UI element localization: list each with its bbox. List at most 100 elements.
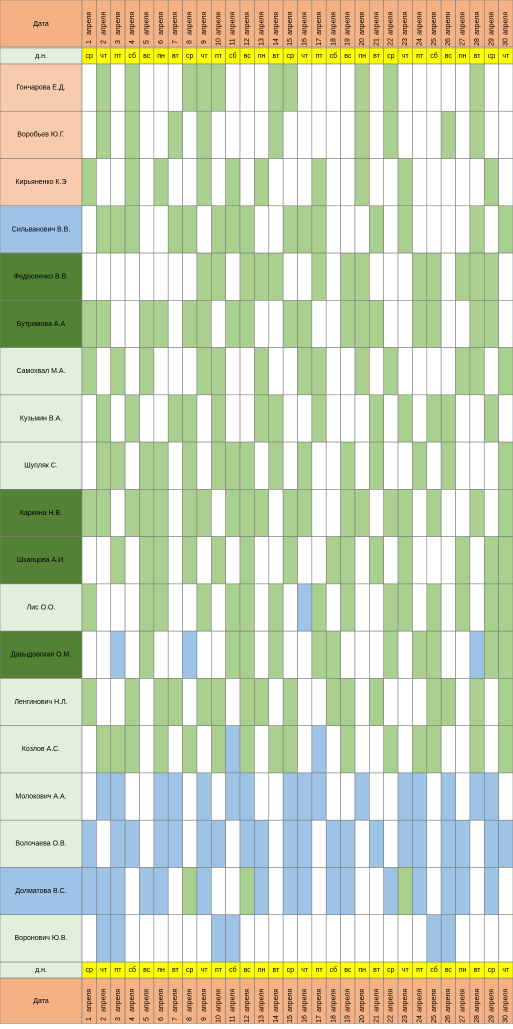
- shift-cell: [96, 110, 112, 159]
- shift-cell: [397, 772, 413, 821]
- shift-cell: [383, 63, 399, 112]
- shift-cell: [469, 867, 485, 916]
- shift-cell: [268, 867, 284, 916]
- shift-cell: [440, 252, 456, 301]
- shift-cell: [139, 914, 155, 963]
- weekday: ср: [387, 967, 395, 974]
- shift-cell: [182, 914, 198, 963]
- shift-cell: [254, 772, 270, 821]
- shift-cell: [369, 489, 385, 537]
- shift-cell: [311, 678, 327, 726]
- shift-cell: [455, 110, 471, 159]
- shift-cell: [211, 536, 226, 585]
- shift-cell: [469, 725, 485, 774]
- shift-cell: [297, 867, 313, 916]
- shift-cell: [96, 300, 112, 348]
- shift-cell: [297, 489, 313, 537]
- employee-name: Самохвал М.А.: [16, 368, 65, 375]
- shift-cell: [225, 725, 241, 774]
- shift-cell: [325, 489, 341, 537]
- employee-name: Сильванович В.В.: [12, 226, 70, 233]
- shift-cell: [440, 914, 456, 963]
- shift-cell: [81, 536, 97, 585]
- shift-cell: [81, 772, 97, 821]
- shift-cell: [254, 63, 270, 112]
- shift-cell: [412, 300, 428, 348]
- day-number: 16: [302, 1015, 309, 1023]
- shift-cell: [211, 110, 226, 159]
- weekday: пн: [358, 53, 366, 60]
- weekday: вт: [273, 53, 281, 60]
- shift-cell: [96, 867, 112, 916]
- shift-cell: [397, 489, 413, 537]
- shift-cell: [211, 489, 226, 537]
- shift-cell: [455, 678, 471, 726]
- shift-cell: [96, 772, 112, 821]
- weekday: сб: [330, 52, 338, 60]
- day-month: апреля: [230, 989, 237, 1012]
- shift-cell: [110, 914, 126, 963]
- day-month: апреля: [474, 12, 481, 35]
- employee-name: Федосеенко В.В.: [14, 274, 68, 281]
- day-number: 27: [460, 38, 467, 46]
- shift-cell: [254, 110, 270, 159]
- shift-cell: [469, 205, 485, 254]
- shift-cell: [268, 583, 284, 632]
- shift-cell: [225, 441, 241, 490]
- shift-cell: [139, 300, 155, 348]
- shift-cell: [397, 205, 413, 254]
- day-number: 23: [402, 1015, 409, 1023]
- shift-cell: [268, 536, 284, 585]
- day-number: 28: [474, 38, 481, 46]
- shift-cell: [282, 63, 298, 112]
- shift-cell: [483, 536, 499, 585]
- shift-cell: [110, 583, 126, 632]
- name-cell: [0, 110, 83, 159]
- shift-cell: [354, 867, 370, 916]
- shift-cell: [311, 725, 327, 774]
- day-month: апреля: [503, 989, 510, 1012]
- shift-cell: [469, 394, 485, 443]
- shift-cell: [268, 300, 284, 348]
- shift-cell: [426, 583, 442, 632]
- shift-cell: [254, 725, 270, 774]
- shift-cell: [196, 441, 212, 490]
- shift-cell: [110, 819, 126, 868]
- shift-cell: [254, 819, 270, 868]
- shift-cell: [110, 536, 126, 585]
- shift-cell: [498, 914, 513, 963]
- shift-cell: [239, 914, 255, 963]
- shift-cell: [440, 300, 456, 348]
- shift-cell: [455, 583, 471, 632]
- shift-cell: [110, 63, 126, 112]
- day-month: апреля: [244, 12, 251, 35]
- shift-cell: [455, 441, 471, 490]
- shift-cell: [182, 725, 198, 774]
- shift-cell: [297, 772, 313, 821]
- shift-cell: [182, 583, 198, 632]
- shift-cell: [498, 725, 513, 774]
- shift-cell: [81, 630, 97, 679]
- shift-cell: [124, 205, 140, 254]
- day-month: апреля: [230, 12, 237, 35]
- day-month: апреля: [373, 989, 380, 1012]
- weekday-label: д.н.: [35, 53, 47, 60]
- shift-cell: [412, 914, 428, 963]
- day-number: 10: [215, 38, 222, 46]
- shift-cell: [211, 867, 226, 916]
- shift-cell: [426, 867, 442, 916]
- shift-cell: [412, 536, 428, 585]
- weekday: пт: [316, 53, 324, 60]
- shift-cell: [297, 347, 313, 396]
- shift-cell: [340, 205, 356, 254]
- shift-cell: [268, 441, 284, 490]
- shift-cell: [153, 630, 169, 679]
- shift-cell: [254, 914, 270, 963]
- shift-cell: [139, 252, 155, 301]
- day-number: 3: [115, 40, 122, 44]
- shift-cell: [354, 158, 370, 207]
- shift-cell: [96, 819, 112, 868]
- shift-cell: [340, 630, 356, 679]
- shift-cell: [483, 489, 499, 537]
- shift-cell: [369, 110, 385, 159]
